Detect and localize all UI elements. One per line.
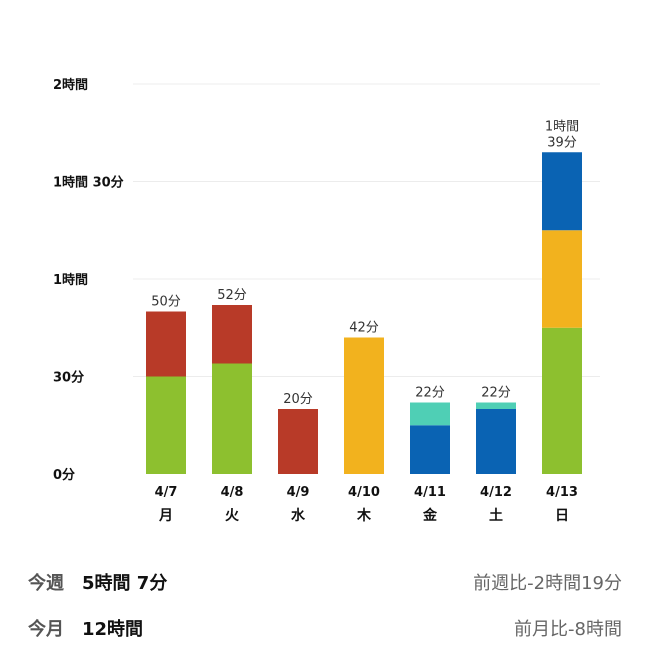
y-tick-label: 30分 (53, 370, 84, 386)
bar-segment-green (212, 363, 252, 474)
bar-total-label: 22分 (481, 386, 511, 401)
week-label: 今週 (28, 573, 64, 594)
bar-segment-red (212, 305, 252, 364)
bar-segment-yellow (542, 230, 582, 328)
x-weekday-label: 日 (555, 508, 569, 524)
weekly-usage-chart: 0分 30分 1時間 1時間 30分 2時間 50分 4/7 月 52分 4/8 火 20分 4/9 水 4… (53, 77, 600, 524)
x-date-label: 4/12 (480, 485, 512, 500)
x-weekday-label: 月 (158, 508, 173, 524)
bar-segment-teal (410, 402, 450, 426)
week-total-value: 5時間 7分 (82, 573, 168, 594)
x-date-label: 4/10 (348, 485, 380, 500)
bar-segment-green (146, 376, 186, 474)
x-weekday-label: 金 (422, 507, 438, 524)
month-total-value: 12時間 (82, 619, 144, 640)
x-weekday-label: 水 (291, 507, 306, 524)
y-tick-label: 1時間 30分 (53, 175, 124, 191)
bar-total-label: 50分 (151, 295, 181, 310)
y-tick-label: 1時間 (53, 272, 88, 288)
bar-total-label: 20分 (283, 392, 313, 407)
bar-total-label: 52分 (217, 288, 247, 303)
x-weekday-label: 土 (489, 507, 503, 524)
bar-total-label: 22分 (415, 386, 445, 401)
bar-segment-blue (410, 425, 450, 474)
y-tick-label: 0分 (53, 467, 75, 483)
bar-total-label: 1時間 (545, 119, 579, 134)
x-date-label: 4/9 (287, 485, 310, 500)
bar-segment-green (542, 327, 582, 474)
bar-segment-yellow (344, 337, 384, 474)
bar-segment-blue (476, 409, 516, 474)
bar-total-label: 39分 (547, 135, 577, 150)
bar-total-label: 42分 (349, 321, 379, 336)
x-weekday-label: 木 (356, 507, 372, 524)
x-date-label: 4/11 (414, 485, 446, 500)
x-date-label: 4/8 (221, 485, 244, 500)
week-comparison: 前週比-2時間19分 (473, 573, 622, 594)
y-tick-label: 2時間 (53, 77, 88, 93)
summary-month-row: 今月 12時間 前月比-8時間 (28, 613, 622, 643)
bar-segment-red (146, 311, 186, 377)
summary-week-row: 今週 5時間 7分 前週比-2時間19分 (28, 567, 622, 597)
x-date-label: 4/7 (155, 485, 178, 500)
x-date-label: 4/13 (546, 485, 578, 500)
x-weekday-label: 火 (225, 508, 240, 524)
bar-segment-blue (542, 152, 582, 231)
bar-segment-red (278, 409, 318, 474)
month-comparison: 前月比-8時間 (514, 619, 622, 640)
bar-segment-teal (476, 402, 516, 409)
month-label: 今月 (28, 619, 64, 640)
